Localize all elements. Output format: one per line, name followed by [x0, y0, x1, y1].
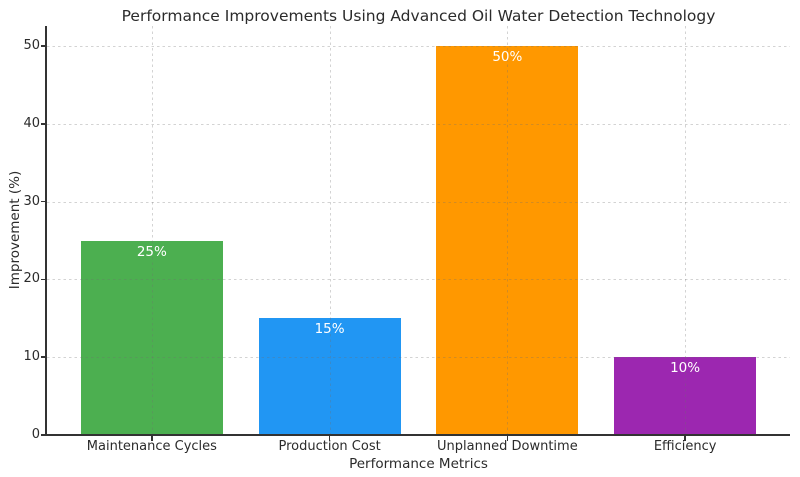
- y-tick-mark: [41, 434, 46, 436]
- bar-value-label: 25%: [136, 243, 167, 260]
- bar: [614, 357, 757, 435]
- x-tick-label: Maintenance Cycles: [86, 439, 217, 454]
- bar-value-label: 15%: [314, 321, 345, 338]
- x-tick-label: Efficiency: [653, 439, 717, 454]
- x-gridline: [329, 26, 331, 435]
- x-tick-label: Production Cost: [278, 439, 381, 454]
- bar-value-label: 50%: [492, 49, 523, 65]
- y-tick-mark: [41, 278, 46, 281]
- x-tick-mark: [684, 436, 686, 441]
- y-tick-label: 50: [23, 38, 40, 53]
- y-tick-label: 40: [23, 115, 40, 131]
- y-tick-mark: [41, 45, 46, 47]
- x-gridline: [507, 26, 509, 435]
- x-gridline: [151, 26, 153, 435]
- x-tick-mark: [151, 436, 153, 441]
- y-gridline: [47, 201, 790, 203]
- x-tick-mark: [328, 436, 331, 441]
- y-tick-label: 20: [23, 271, 40, 287]
- y-gridline: [47, 357, 790, 359]
- y-tick-label: 30: [23, 193, 40, 209]
- y-gridline: [47, 123, 790, 125]
- y-tick-mark: [41, 123, 46, 125]
- x-tick-label: Unplanned Downtime: [437, 439, 578, 454]
- bar: [436, 46, 579, 435]
- x-tick-mark: [506, 436, 509, 441]
- bar: [258, 318, 401, 435]
- bar-value-label: 10%: [670, 360, 701, 377]
- y-tick-label: 0: [31, 427, 40, 442]
- y-tick-mark: [41, 356, 46, 358]
- x-axis-spine: [45, 434, 790, 436]
- y-gridline: [47, 46, 790, 47]
- y-tick-mark: [41, 200, 46, 203]
- y-tick-label: 10: [23, 349, 40, 365]
- y-gridline: [47, 279, 790, 281]
- bar: [80, 240, 223, 435]
- chart-title: Performance Improvements Using Advanced …: [121, 7, 716, 25]
- x-axis-label: Performance Metrics: [349, 456, 488, 472]
- x-gridline: [685, 26, 687, 435]
- y-axis-spine: [45, 26, 47, 436]
